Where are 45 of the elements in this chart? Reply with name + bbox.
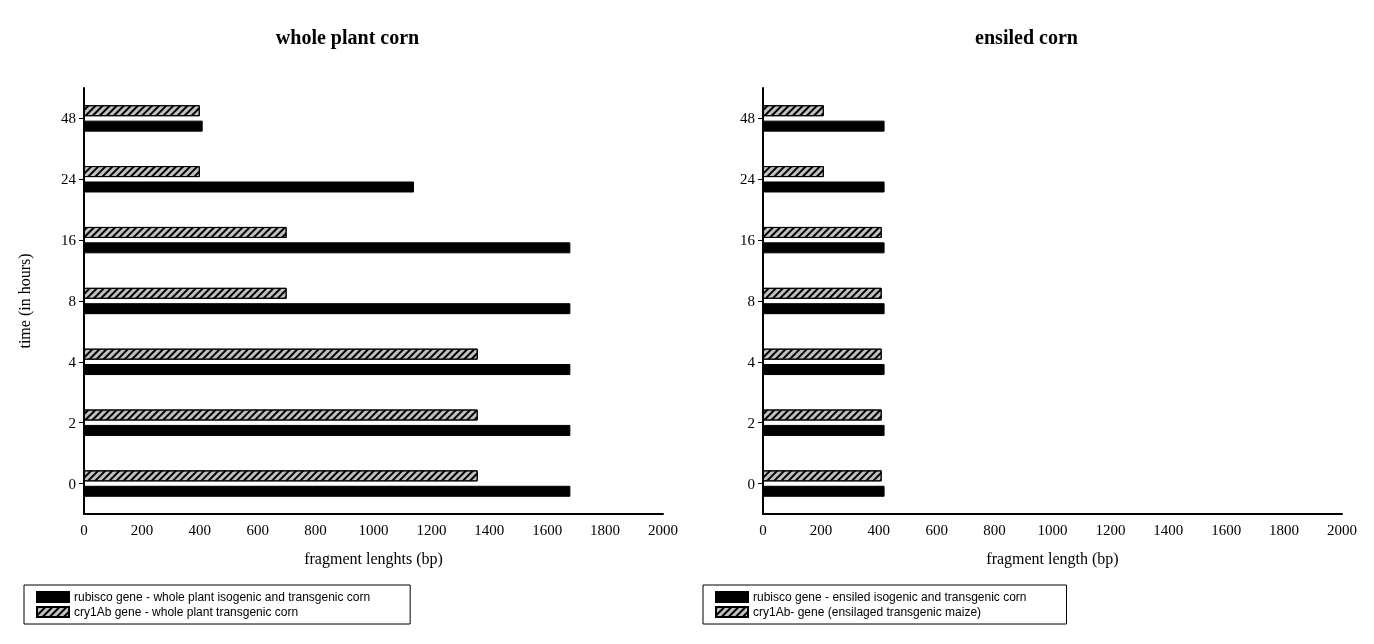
- x-axis-title: fragment length (bp): [986, 549, 1119, 568]
- y-axis-title: time (in hours): [15, 253, 34, 349]
- x-tick-label: 0: [80, 521, 88, 538]
- x-tick-label: 1800: [1269, 521, 1300, 538]
- x-tick-label: 200: [809, 521, 833, 538]
- x-tick-label: 400: [867, 521, 891, 538]
- x-tick-label: 2000: [1327, 521, 1357, 538]
- x-tick-label: 1000: [1037, 521, 1068, 538]
- y-tick-label: 16: [740, 232, 756, 249]
- y-tick-label: 48: [61, 110, 76, 127]
- x-tick-label: 600: [925, 521, 948, 538]
- y-tick-label: 0: [747, 475, 755, 492]
- x-tick-label: 400: [188, 521, 212, 538]
- y-tick-label: 2: [747, 414, 755, 431]
- y-tick-label: 16: [61, 232, 77, 249]
- x-tick-label: 1600: [532, 521, 563, 538]
- chart-title: whole plant corn: [275, 26, 420, 49]
- y-tick-label: 4: [68, 353, 77, 370]
- x-tick-label: 800: [304, 521, 327, 538]
- y-tick-label: 8: [747, 293, 755, 309]
- x-tick-label: 1000: [358, 521, 389, 538]
- x-tick-label: 1200: [1095, 521, 1126, 538]
- chart-title: ensiled corn: [975, 26, 1078, 48]
- y-tick-label: 8: [68, 293, 76, 309]
- y-tick-label: 0: [68, 475, 76, 492]
- legend-label: rubisco gene - ensiled isogenic and transgenic corn: [753, 590, 1027, 604]
- legend-label: rubisco gene - whole plant isogenic and transgenic corn: [74, 590, 371, 604]
- legend-label: cry1Ab- gene (ensilaged transgenic maize): [753, 605, 982, 619]
- y-tick-label: 2: [68, 414, 76, 431]
- x-tick-label: 1400: [474, 521, 505, 538]
- x-axis-title: fragment lenghts (bp): [304, 549, 443, 568]
- x-tick-label: 1400: [1153, 521, 1184, 538]
- x-tick-label: 2000: [648, 521, 678, 538]
- x-tick-label: 1200: [416, 521, 447, 538]
- y-tick-label: 24: [61, 171, 77, 188]
- x-tick-label: 1600: [1211, 521, 1242, 538]
- x-tick-label: 200: [130, 521, 154, 538]
- x-tick-label: 600: [246, 521, 269, 538]
- y-tick-label: 48: [740, 110, 755, 127]
- y-tick-label: 24: [740, 171, 756, 188]
- x-tick-label: 800: [983, 521, 1006, 538]
- y-tick-label: 4: [747, 353, 756, 370]
- legend-label: cry1Ab gene - whole plant transgenic corn: [74, 605, 299, 619]
- x-tick-label: 0: [759, 521, 767, 538]
- x-tick-label: 1800: [590, 521, 621, 538]
